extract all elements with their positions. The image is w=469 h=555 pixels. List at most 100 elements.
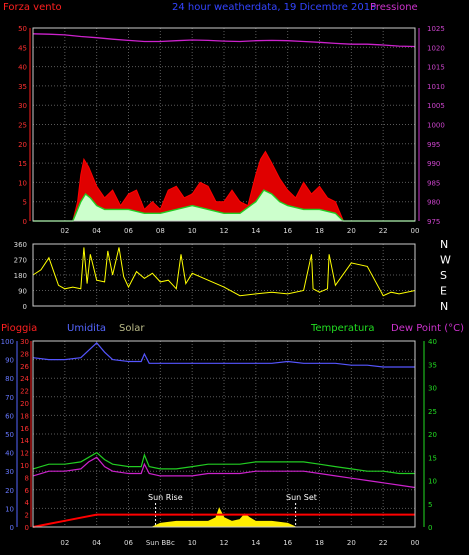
temperature-tick-label: 5 [428,501,432,509]
x-tick-label: 16 [283,539,292,547]
wind-tick-label: 15 [18,160,27,168]
pressure-tick-label: 1015 [427,64,445,72]
rain-tick-label: 18 [20,412,29,420]
gust-area [33,150,415,222]
wind-avg-area [33,190,415,221]
temperature-tick-label: 35 [428,361,437,369]
x-tick-label: 08 [156,227,165,235]
wind-tick-label: 35 [18,83,27,91]
x-tick-label: 22 [379,539,388,547]
x-tick-label: 04 [92,227,101,235]
humidity-tick-label: 50 [5,431,14,439]
wind-tick-label: 40 [18,64,27,72]
temperature-tick-label: 25 [428,408,437,416]
direction-tick-label: 270 [14,257,27,265]
humidity-tick-label: 70 [5,394,14,402]
wind-tick-label: 5 [23,199,27,207]
x-tick-label: 00 [411,227,420,235]
rain-tick-label: 28 [20,350,29,358]
plot-frame [32,27,416,222]
humidity-line [32,342,415,368]
direction-tick-label: 360 [14,241,27,249]
rain-tick-label: 0 [25,524,29,532]
plot-frame [32,340,416,528]
compass-label: N [440,300,448,313]
humidity-tick-label: 30 [5,468,14,476]
temperature-tick-label: 40 [428,338,437,346]
temperature-tick-label: 30 [428,385,437,393]
rain-tick-label: 14 [20,437,29,445]
rain-tick-label: 6 [25,487,30,495]
rain-tick-label: 8 [25,474,29,482]
rain-tick-label: 22 [20,388,29,396]
x-tick-label: 10 [188,539,197,547]
wind-tick-label: 30 [18,102,27,110]
x-tick-label: 20 [347,539,356,547]
wind-direction-line [32,247,416,297]
x-tick-label: 04 [92,539,101,547]
pressure-tick-label: 1005 [427,102,445,110]
humidity-tick-label: 60 [5,412,14,420]
x-tick-label: 14 [251,539,260,547]
humidity-tick-label: 90 [5,357,14,365]
humidity-tick-label: 80 [5,375,14,383]
pressure-tick-label: 1025 [427,25,445,33]
temperature-tick-label: 10 [428,478,437,486]
rain-tick-label: 24 [20,375,29,383]
compass-label: S [440,269,447,282]
compass-label: N [440,238,448,251]
x-tick-label: 14 [251,227,260,235]
x-tick-label: 22 [379,227,388,235]
pressure-line [32,33,416,48]
pressure-axis-title: Pressione [370,2,418,13]
wind-avg-line [33,189,415,222]
rain-tick-label: 10 [20,462,29,470]
direction-tick-label: 90 [18,288,27,296]
dewpoint-label: Dew Point (°C) [391,323,464,334]
pressure-tick-label: 1010 [427,83,445,91]
rain-tick-label: 4 [25,499,30,507]
x-tick-label: 12 [220,227,229,235]
pressure-tick-label: 990 [427,160,440,168]
pressure-tick-label: 985 [427,179,440,187]
pressure-tick-label: 995 [427,141,440,149]
x-tick-label: 02 [60,539,69,547]
x-tick-label: 06 [124,227,133,235]
plot-frame [32,243,416,307]
pressure-tick-label: 975 [427,218,440,226]
temperature-label: Temperatura [310,323,375,334]
rain-line [32,513,415,528]
compass-label: W [440,254,451,267]
rain-tick-label: 16 [20,425,29,433]
rain-tick-label: 26 [20,363,29,371]
x-tick-label: 20 [347,227,356,235]
temperature-tick-label: 20 [428,431,437,439]
solar-area [152,507,296,528]
wind-axis-title: Forza vento [3,2,62,13]
x-tick-label: 02 [60,227,69,235]
sunrise-annotation: Sun Rise [148,493,183,502]
x-tick-label: Sun BBc [146,539,175,547]
dewpoint-line [32,456,416,489]
pressure-tick-label: 980 [427,199,440,207]
wind-tick-label: 25 [18,122,27,130]
pressure-tick-label: 1000 [427,122,445,130]
x-tick-label: 12 [220,539,229,547]
wind-tick-label: 50 [18,25,27,33]
humidity-tick-label: 0 [10,524,14,532]
direction-tick-label: 0 [23,303,27,311]
temperature-tick-label: 0 [428,524,432,532]
x-tick-label: 06 [124,539,133,547]
temperature-tick-label: 15 [428,454,437,462]
x-tick-label: 18 [315,539,324,547]
direction-tick-label: 180 [14,272,27,280]
humidity-label: Umidita [67,323,106,334]
wind-tick-label: 20 [18,141,27,149]
chart-title: 24 hour weatherdata, 19 Dicembre 2015 [172,2,376,13]
x-tick-label: 16 [283,227,292,235]
rain-tick-label: 20 [20,400,29,408]
humidity-tick-label: 20 [5,487,14,495]
solar-label: Solar [119,323,145,334]
humidity-tick-label: 40 [5,450,14,458]
